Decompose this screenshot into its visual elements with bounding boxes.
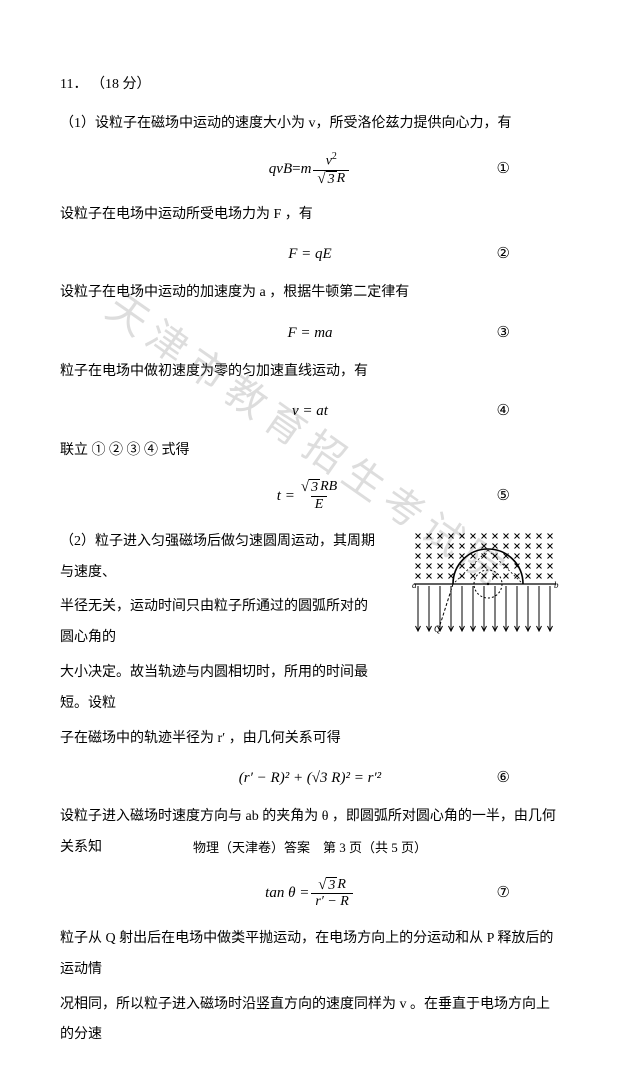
question-number: 11． — [60, 77, 87, 92]
question-points: （18 分） — [91, 77, 151, 92]
svg-text:r: r — [492, 573, 496, 582]
equation-3: F = ma ③ — [60, 315, 560, 351]
eq3-text: F = ma — [287, 317, 332, 350]
equation-6: (r′ − R)² + (√3 R)² = r′² ⑥ — [60, 760, 560, 796]
eq5-lhs: t = — [277, 480, 295, 513]
svg-text:a: a — [412, 580, 417, 590]
eq7-num-rad: 3 — [326, 877, 337, 893]
eq5-num-rad: 3 — [309, 479, 320, 495]
paragraph-6d: 子在磁场中的轨迹半径为 r′ ，由几何关系可得 — [60, 724, 380, 755]
eq7-num-tail: R — [337, 877, 346, 892]
eq1-lhs-a: qvB — [269, 153, 292, 186]
eq1-den-rad: 3 — [326, 171, 337, 187]
paragraph-3: 设粒子在电场中运动的加速度为 a ，根据牛顿第二定律有 — [60, 278, 560, 309]
paragraph-6a: （2）粒子进入匀强磁场后做匀速圆周运动，其周期与速度、 — [60, 527, 380, 589]
eq4-circle-number: ④ — [497, 395, 510, 428]
equation-1: qvB = m v2 √3R ① — [60, 146, 560, 194]
paragraph-8: 粒子从 Q 射出后在电场中做类平抛运动，在电场方向上的分运动和从 P 释放后的运… — [60, 924, 560, 986]
eq7-den: r′ − R — [311, 893, 353, 911]
eq4-text: v = at — [292, 395, 328, 428]
eq1-den-tail: R — [337, 171, 346, 186]
eq5-circle-number: ⑤ — [497, 480, 510, 513]
equation-7: tan θ = √3R r′ − R ⑦ — [60, 870, 560, 918]
paragraph-4: 粒子在电场中做初速度为零的匀加速直线运动，有 — [60, 357, 560, 388]
paragraph-6c: 大小决定。故当轨迹与内圆相切时，所用的时间最短。设粒 — [60, 658, 380, 720]
figure-diagram: a b Qr — [410, 530, 560, 640]
eq3-circle-number: ③ — [497, 317, 510, 350]
paragraph-9: 况相同，所以粒子进入磁场时沿竖直方向的速度同样为 v 。在垂直于电场方向上的分速 — [60, 990, 560, 1052]
eq7-circle-number: ⑦ — [497, 877, 510, 910]
svg-text:Q: Q — [434, 624, 441, 634]
page-footer: 物理（天津卷）答案 第 3 页（共 5 页） — [0, 837, 620, 856]
paragraph-6b: 半径无关，运动时间只由粒子所通过的圆弧所对的圆心角的 — [60, 592, 380, 654]
eq5-den: E — [311, 496, 328, 514]
eq6-text: (r′ − R)² + (√3 R)² = r′² — [239, 762, 381, 795]
eq6-circle-number: ⑥ — [497, 762, 510, 795]
eq2-circle-number: ② — [497, 238, 510, 271]
equation-4: v = at ④ — [60, 394, 560, 430]
eq1-circle-number: ① — [497, 153, 510, 186]
question-header: 11． （18 分） — [60, 70, 560, 101]
equation-5: t = √3RB E ⑤ — [60, 473, 560, 521]
eq5-num-tail: RB — [320, 479, 337, 494]
svg-text:b: b — [554, 580, 559, 590]
eq2-text: F = qE — [288, 238, 331, 271]
eq1-eq-sign: = — [292, 153, 300, 186]
paragraph-1: （1）设粒子在磁场中运动的速度大小为 v，所受洛伦兹力提供向心力，有 — [60, 109, 560, 140]
paragraph-5: 联立 ① ② ③ ④ 式得 — [60, 436, 560, 467]
eq1-num-sup: 2 — [332, 151, 337, 162]
paragraph-2: 设粒子在电场中运动所受电场力为 F ，有 — [60, 200, 560, 231]
eq7-lhs: tan θ = — [265, 877, 309, 910]
equation-2: F = qE ② — [60, 236, 560, 272]
